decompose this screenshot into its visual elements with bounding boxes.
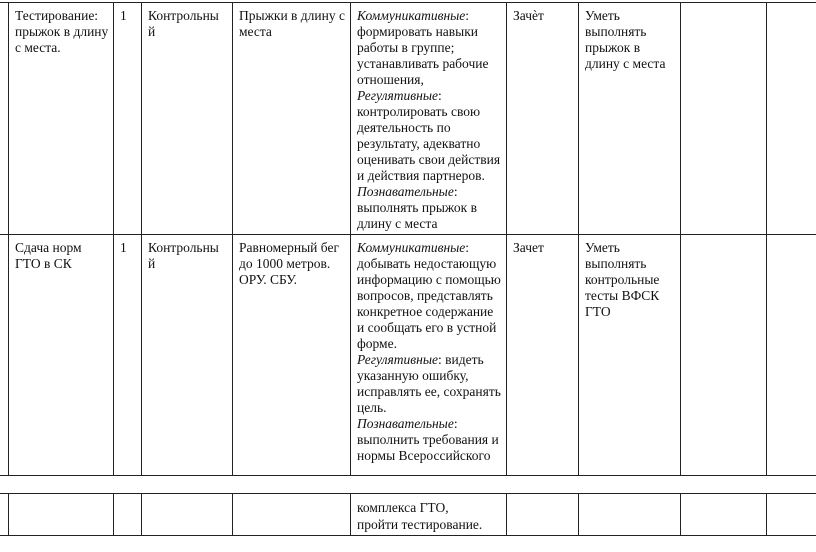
uud-label: Регулятивные: [357, 88, 438, 103]
cell-result: Уметь выполнять контрольные тесты ВФСК Г…: [579, 235, 681, 476]
cell-content: Равномерный бег до 1000 метров. ОРУ. СБУ…: [233, 235, 351, 476]
cell-uud: Коммуникативные: формировать навыки рабо…: [351, 3, 507, 235]
uud-label: Коммуникативные: [357, 8, 465, 23]
cell-empty: [114, 494, 142, 536]
uud-label: Коммуникативные: [357, 240, 465, 255]
cell-number: [0, 3, 9, 235]
cell-topic: Сдача норм ГТО в СК: [9, 235, 114, 476]
table-row: Тестирование: прыжок в длину с места. 1 …: [0, 3, 816, 235]
uud-label: Регулятивные: [357, 352, 438, 367]
lesson-plan-table: Тестирование: прыжок в длину с места. 1 …: [0, 2, 816, 476]
uud-text: комплекса ГТО,: [357, 500, 449, 515]
cell-empty: [142, 494, 233, 536]
cell-empty: [767, 235, 816, 476]
cell-empty: [233, 494, 351, 536]
cell-uud: комплекса ГТО, пройти тестирование.: [351, 494, 507, 536]
uud-text: : добывать недостающую информацию с помо…: [357, 240, 501, 351]
cell-empty: [507, 494, 579, 536]
lesson-plan-table-continuation: комплекса ГТО, пройти тестирование.: [0, 493, 816, 536]
cell-empty: [681, 3, 767, 235]
cell-lesson-type: Контрольны й: [142, 235, 233, 476]
table-row: комплекса ГТО, пройти тестирование.: [0, 494, 816, 536]
cell-hours: 1: [114, 3, 142, 235]
uud-label: Познавательные: [357, 416, 454, 431]
cell-content: Прыжки в длину с места: [233, 3, 351, 235]
cell-empty: [0, 494, 9, 536]
cell-empty: [767, 494, 816, 536]
cell-control: Зачет: [507, 235, 579, 476]
cell-empty: [579, 494, 681, 536]
table-row: Сдача норм ГТО в СК 1 Контрольны й Равно…: [0, 235, 816, 476]
cell-control: Зачѐт: [507, 3, 579, 235]
cell-empty: [681, 235, 767, 476]
cell-empty: [681, 494, 767, 536]
uud-text: пройти тестирование.: [357, 517, 482, 532]
cell-topic: Тестирование: прыжок в длину с места.: [9, 3, 114, 235]
cell-uud: Коммуникативные: добывать недостающую ин…: [351, 235, 507, 476]
cell-result: Уметь выполнять прыжок в длину с места: [579, 3, 681, 235]
cell-empty: [767, 3, 816, 235]
cell-hours: 1: [114, 235, 142, 476]
cell-lesson-type: Контрольны й: [142, 3, 233, 235]
cell-empty: [9, 494, 114, 536]
cell-number: [0, 235, 9, 476]
uud-label: Познавательные: [357, 184, 454, 199]
